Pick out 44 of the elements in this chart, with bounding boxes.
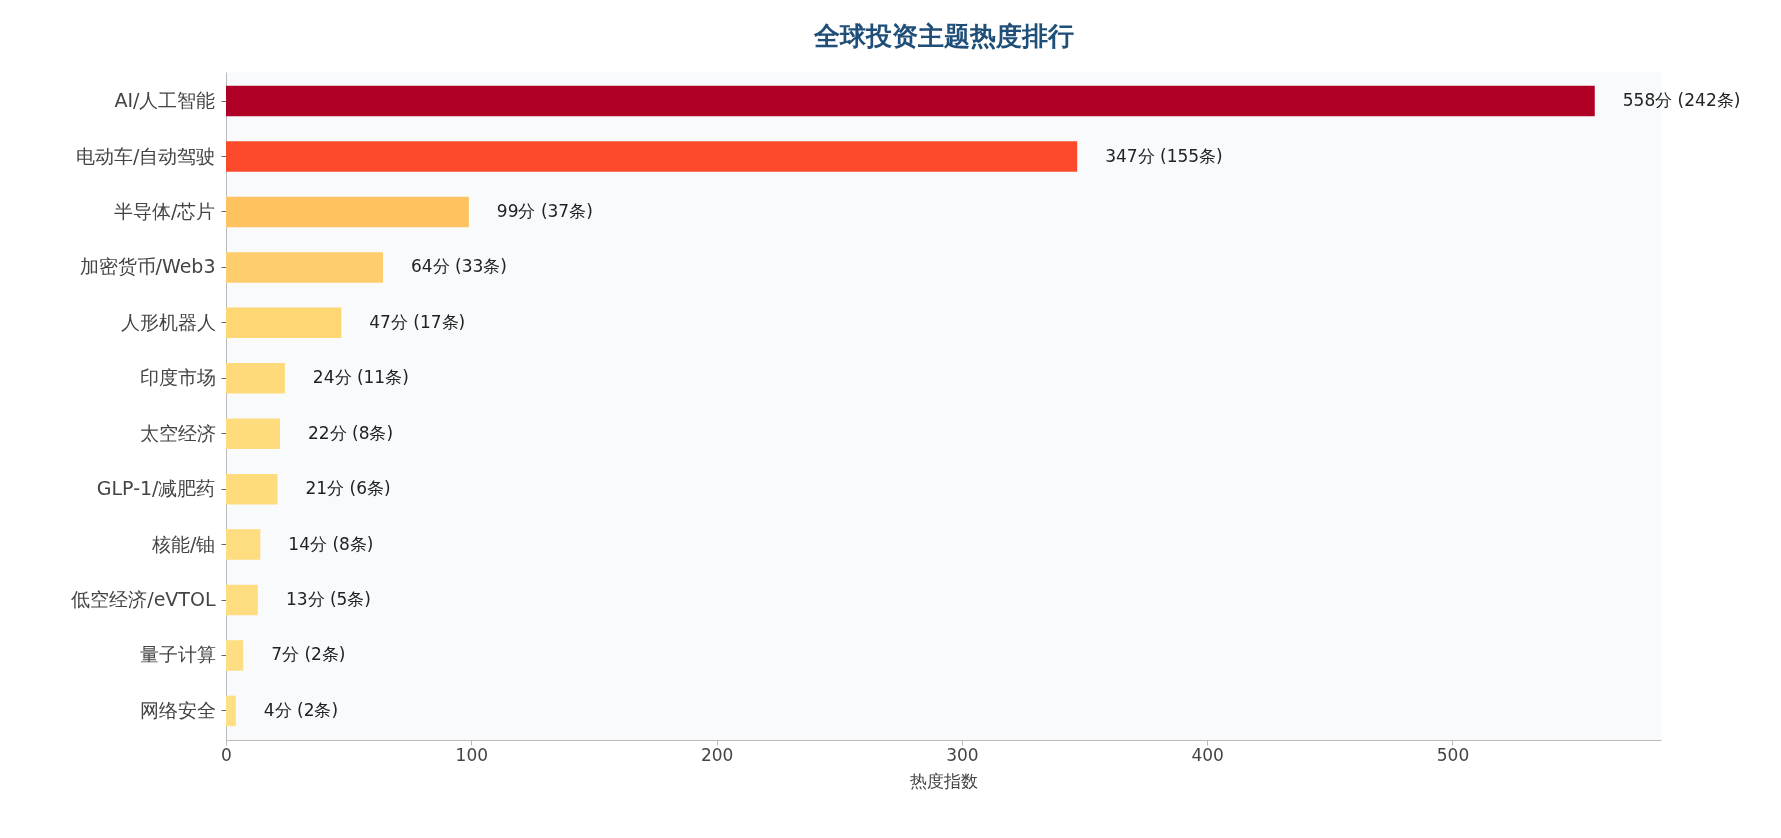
data-label: 99分 (37条) (496, 200, 593, 221)
bar (226, 363, 285, 394)
y-tick-label: 半导体/芯片 (114, 199, 216, 222)
y-tick-label: 印度市场 (139, 366, 216, 389)
bar (226, 529, 261, 560)
data-label: 7分 (2条) (271, 644, 346, 665)
y-tick-label: 网络安全 (139, 698, 216, 721)
y-tick-label: 电动车/自动驾驶 (76, 144, 216, 167)
data-label: 4分 (2条) (263, 699, 339, 720)
chart-title: 全球投资主题热度排行 (812, 21, 1074, 51)
data-label: 21分 (6条) (305, 478, 391, 499)
y-tick-label: 核能/铀 (151, 532, 216, 555)
data-label: 24分 (11条) (312, 367, 409, 388)
x-tick-label: 400 (1191, 744, 1224, 765)
bar (226, 85, 1595, 117)
bar (226, 695, 236, 727)
bar (226, 196, 469, 228)
bar (226, 418, 280, 449)
y-tick-label: 量子计算 (139, 643, 216, 666)
data-label: 558分 (242条) (1622, 90, 1741, 111)
y-tick-label: GLP-1/减肥药 (96, 477, 216, 500)
x-tick-label: 200 (700, 744, 734, 765)
x-axis-title: 热度指数 (910, 770, 978, 791)
data-label: 64分 (33条) (410, 256, 507, 277)
y-tick-label: 太空经济 (139, 421, 216, 444)
data-label: 14分 (8条) (288, 533, 374, 554)
data-label: 22分 (8条) (307, 422, 394, 443)
x-tick-label: 0 (221, 744, 232, 765)
y-tick-label: 人形机器人 (120, 310, 216, 333)
bar (226, 307, 342, 339)
bar (226, 252, 383, 283)
y-tick-label: AI/人工智能 (114, 89, 216, 112)
bar (226, 473, 278, 505)
data-label: 47分 (17条) (369, 311, 466, 332)
bar (226, 584, 258, 616)
x-tick-label: 100 (455, 744, 489, 765)
y-tick-label: 加密货币/Web3 (79, 255, 216, 278)
data-label: 347分 (155条) (1105, 145, 1223, 166)
y-tick-label: 低空经济/eVTOL (71, 588, 216, 611)
x-tick-label: 500 (1436, 744, 1470, 765)
x-tick-label: 300 (946, 744, 979, 765)
data-label: 13分 (5条) (285, 589, 372, 610)
bar (226, 141, 1078, 172)
bar (226, 640, 244, 671)
